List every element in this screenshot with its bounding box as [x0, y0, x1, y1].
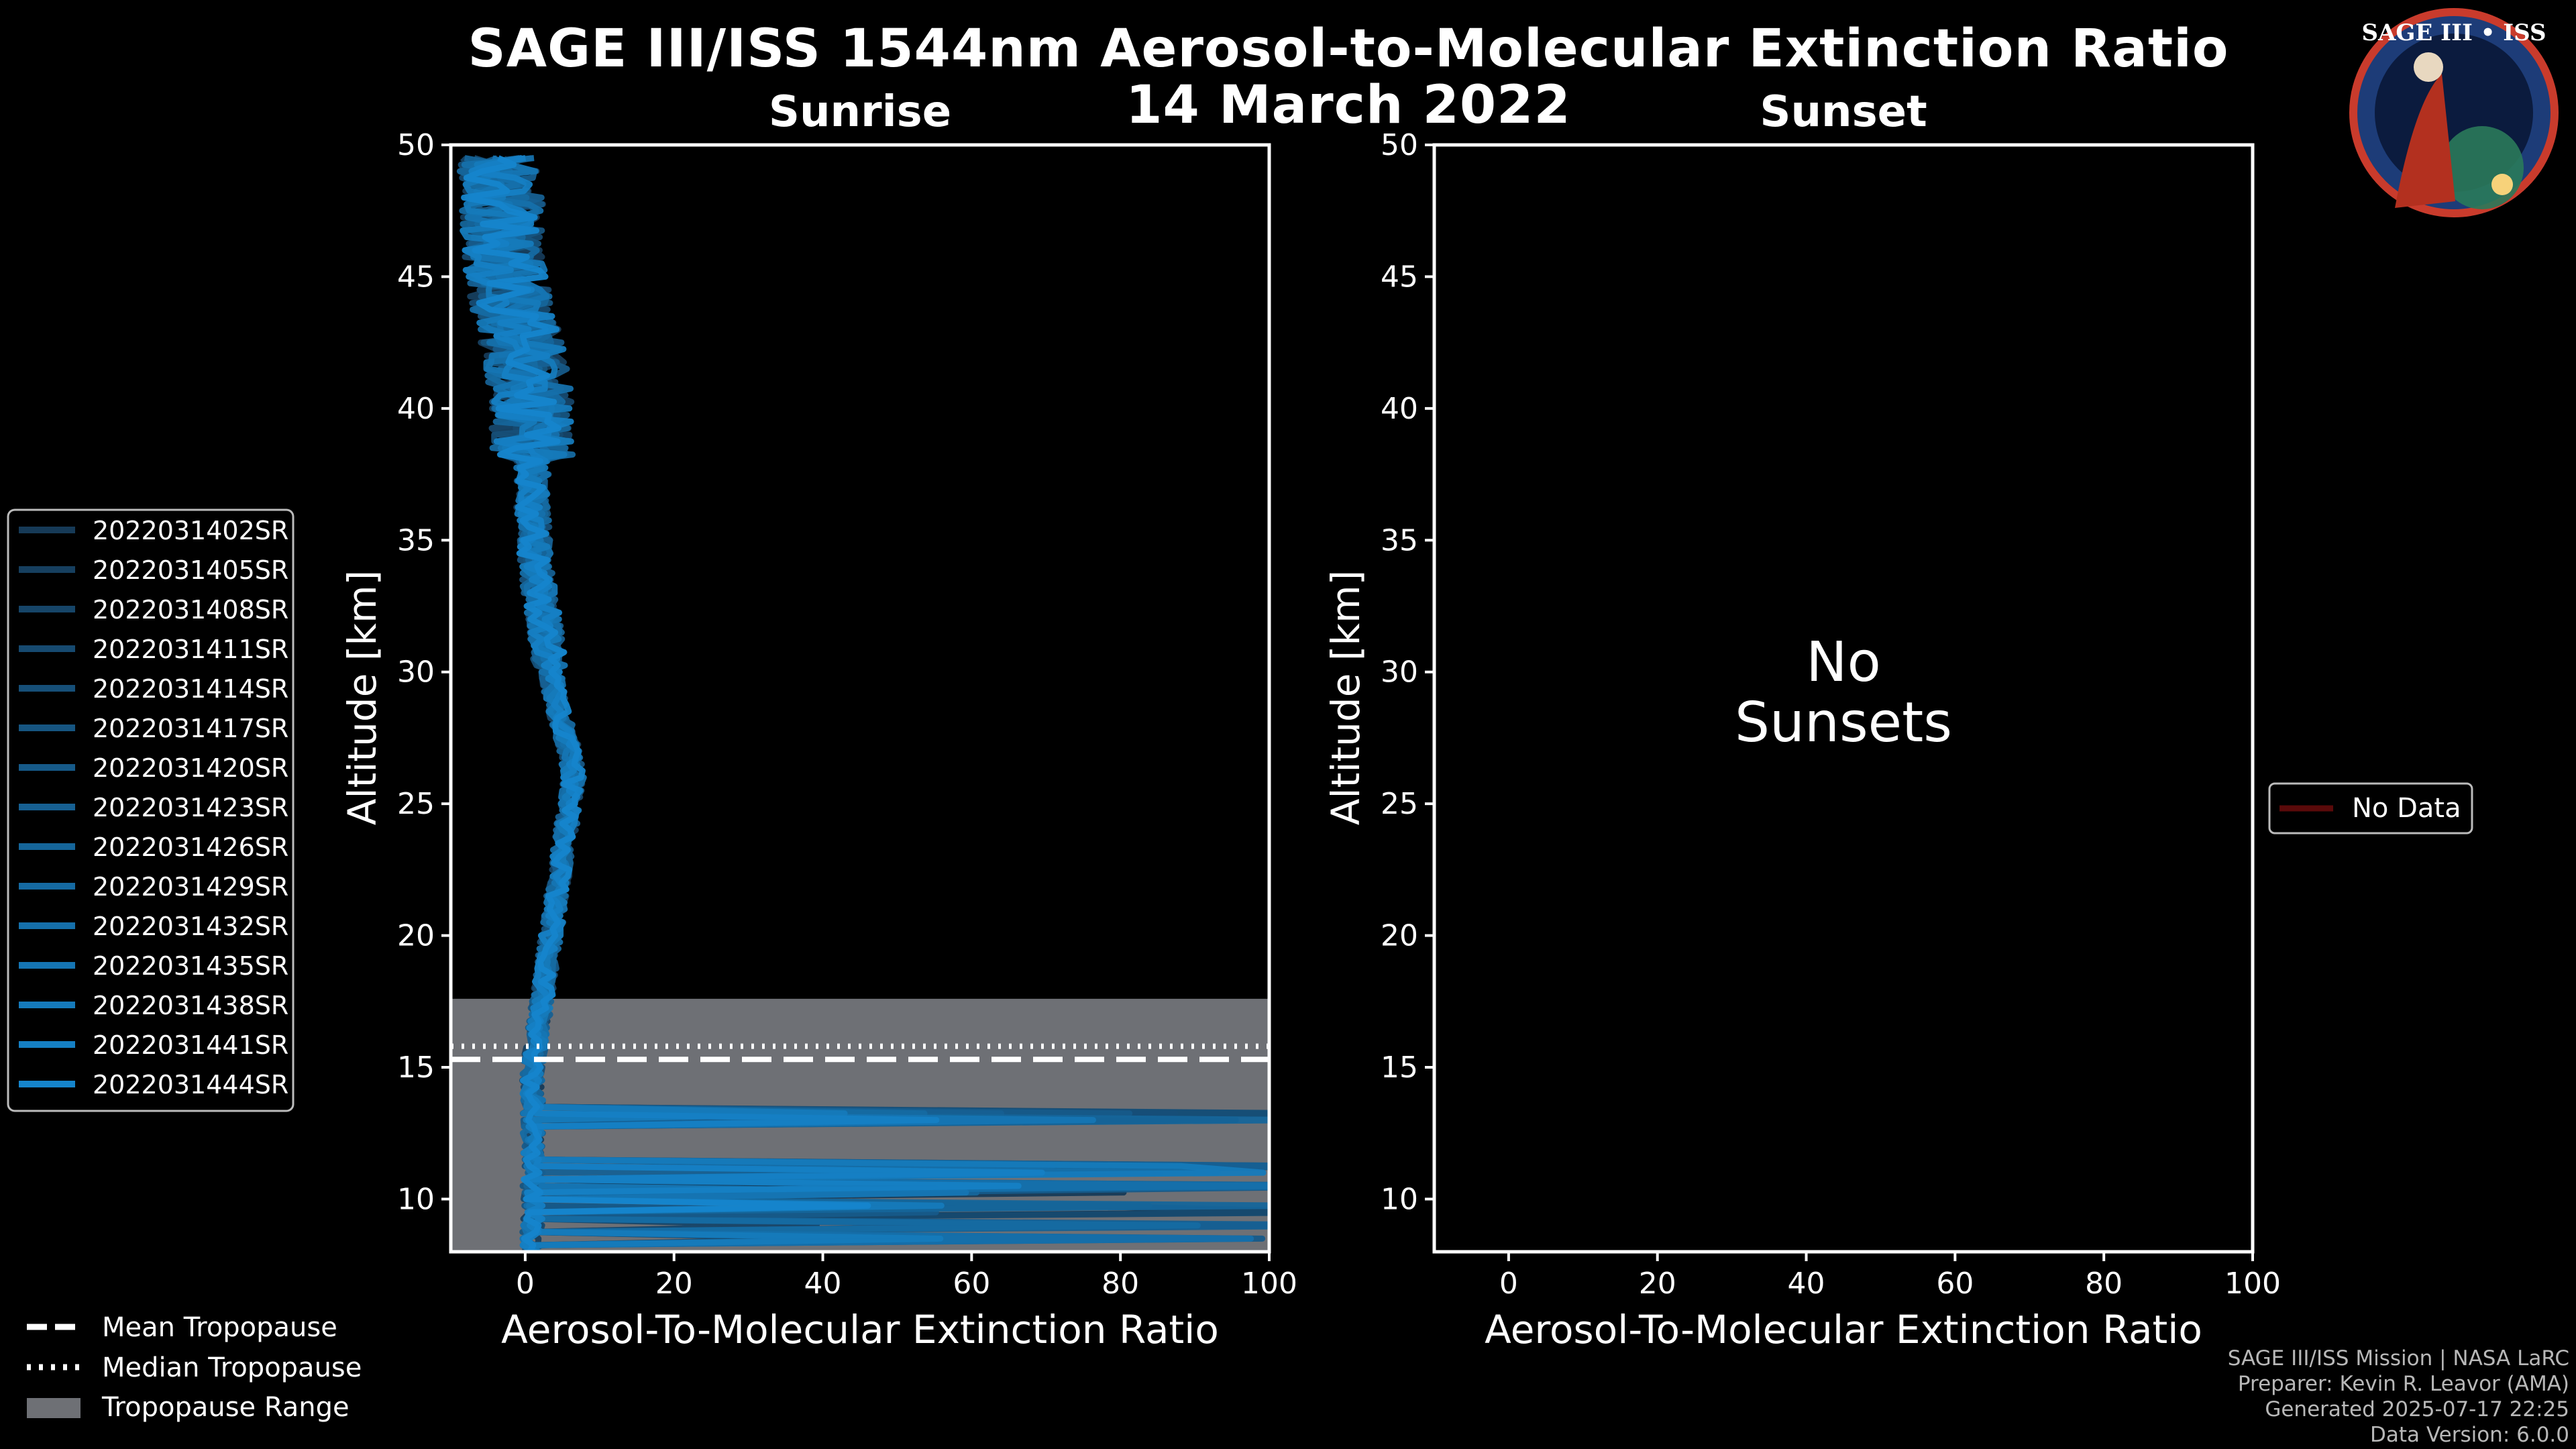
sunset-y-tick-label: 15 — [1381, 1051, 1418, 1085]
sunset-y-tick-label: 10 — [1381, 1182, 1418, 1216]
sunrise-x-tick-label: 20 — [655, 1267, 693, 1301]
sunrise-plot-frame — [449, 143, 1271, 1254]
tropopause-range-swatch — [27, 1398, 80, 1418]
legend-label-2022031417SR: 2022031417SR — [93, 714, 288, 743]
sunset-x-tick-label: 0 — [1499, 1267, 1518, 1301]
legend-label-2022031441SR: 2022031441SR — [93, 1030, 288, 1060]
sunset-x-tick-label: 40 — [1788, 1267, 1825, 1301]
sunrise-profiles — [456, 155, 1269, 1252]
legend-label-2022031408SR: 2022031408SR — [93, 595, 288, 625]
legend-label-2022031432SR: 2022031432SR — [93, 912, 288, 941]
legend-label-2022031426SR: 2022031426SR — [93, 833, 288, 862]
no-data-legend-label: No Data — [2352, 793, 2461, 824]
sunrise-panel-title: Sunrise — [768, 87, 952, 137]
sunset-x-tick-label: 80 — [2085, 1267, 2123, 1301]
sunrise-x-axis-label: Aerosol-To-Molecular Extinction Ratio — [501, 1307, 1219, 1352]
series-line-2022031444SR — [461, 155, 871, 1252]
legend-label-2022031438SR: 2022031438SR — [93, 991, 288, 1020]
sunrise-y-tick-label: 40 — [397, 392, 435, 426]
sunset-y-tick-label: 25 — [1381, 787, 1418, 821]
sunset-y-tick-label: 40 — [1381, 392, 1418, 426]
sunrise-y-tick-label: 30 — [397, 655, 435, 690]
legend-label-2022031444SR: 2022031444SR — [93, 1070, 288, 1099]
sunset-y-tick-label: 20 — [1381, 919, 1418, 953]
series-line-2022031441SR — [462, 155, 1045, 1252]
sunrise-panel: 0 20 40 60 80 100 10 15 20 25 30 35 40 45 50 Aerosol-… — [339, 128, 1297, 1352]
sunrise-x-tick-label: 100 — [1241, 1267, 1297, 1301]
median-tropopause-label: Median Tropopause — [102, 1352, 362, 1383]
sunrise-x-tick-label: 0 — [516, 1267, 535, 1301]
sunrise-y-tick-label: 35 — [397, 523, 435, 557]
mean-tropopause-label: Mean Tropopause — [102, 1312, 337, 1343]
series-line-2022031429SR — [459, 155, 1269, 1252]
sunset-x-axis-label: Aerosol-To-Molecular Extinction Ratio — [1485, 1307, 2202, 1352]
sunset-annotation-line1: No — [1806, 631, 1881, 694]
chart-title: SAGE III/ISS 1544nm Aerosol-to-Molecular… — [468, 19, 2229, 79]
legend-label-2022031414SR: 2022031414SR — [93, 674, 288, 704]
sunrise-y-tick-label: 45 — [397, 260, 435, 294]
sunset-y-tick-label: 50 — [1381, 128, 1418, 162]
sunset-x-tick-label: 100 — [2224, 1267, 2281, 1301]
legend-label-2022031423SR: 2022031423SR — [93, 793, 288, 822]
sage-iss-logo: SAGE III • ISS — [2349, 8, 2559, 217]
sunrise-y-tick-label: 10 — [397, 1182, 435, 1216]
tropopause-range-label: Tropopause Range — [101, 1392, 350, 1423]
footer-line-4: Data Version: 6.0.0 — [2369, 1423, 2569, 1447]
sunset-panel: 0 20 40 60 80 100 10 15 20 25 30 35 40 45 50 No Sunse… — [1323, 128, 2473, 1352]
legend-label-2022031435SR: 2022031435SR — [93, 951, 288, 981]
logo-text: SAGE III • ISS — [2361, 19, 2546, 46]
sunset-y-tick-label: 30 — [1381, 655, 1418, 690]
footer-line-1: SAGE III/ISS Mission | NASA LaRC — [2227, 1346, 2569, 1371]
sunset-panel-title: Sunset — [1760, 87, 1927, 137]
sunset-annotation-line2: Sunsets — [1735, 691, 1952, 755]
footer-line-2: Preparer: Kevin R. Leavor (AMA) — [2237, 1372, 2569, 1396]
sunrise-y-tick-label: 20 — [397, 919, 435, 953]
sunrise-y-tick-label: 50 — [397, 128, 435, 162]
sunrise-x-tick-label: 40 — [804, 1267, 842, 1301]
chart-date: 14 March 2022 — [1126, 75, 1571, 136]
sunrise-y-axis-label: Altitude [km] — [339, 570, 385, 825]
sunrise-x-tick-label: 60 — [953, 1267, 990, 1301]
footer-credits: SAGE III/ISS Mission | NASA LaRC Prepare… — [2228, 1346, 2569, 1448]
sunrise-y-tick-label: 15 — [397, 1051, 435, 1085]
legend-label-2022031411SR: 2022031411SR — [93, 635, 288, 664]
legend-label-2022031420SR: 2022031420SR — [93, 753, 288, 783]
legend-label-2022031429SR: 2022031429SR — [93, 872, 288, 902]
sunset-x-tick-label: 20 — [1639, 1267, 1676, 1301]
sunrise-x-tick-label: 80 — [1102, 1267, 1139, 1301]
legend-label-2022031405SR: 2022031405SR — [93, 555, 288, 585]
series-legend: 2022031402SR 2022031405SR 2022031408SR 2022… — [7, 508, 294, 1112]
sunset-y-tick-label: 45 — [1381, 260, 1418, 294]
sunset-y-tick-label: 35 — [1381, 523, 1418, 557]
footer-line-3: Generated 2025-07-17 22:25 — [2265, 1397, 2569, 1421]
no-data-legend: No Data — [2268, 782, 2473, 835]
sunset-x-tick-label: 60 — [1936, 1267, 1974, 1301]
sunset-plot-frame — [1432, 143, 2255, 1254]
sunset-y-axis-label: Altitude [km] — [1323, 570, 1368, 825]
tropopause-legend: Mean Tropopause Median Tropopause Tropop… — [27, 1312, 362, 1423]
legend-label-2022031402SR: 2022031402SR — [93, 516, 288, 545]
sunrise-y-tick-label: 25 — [397, 787, 435, 821]
